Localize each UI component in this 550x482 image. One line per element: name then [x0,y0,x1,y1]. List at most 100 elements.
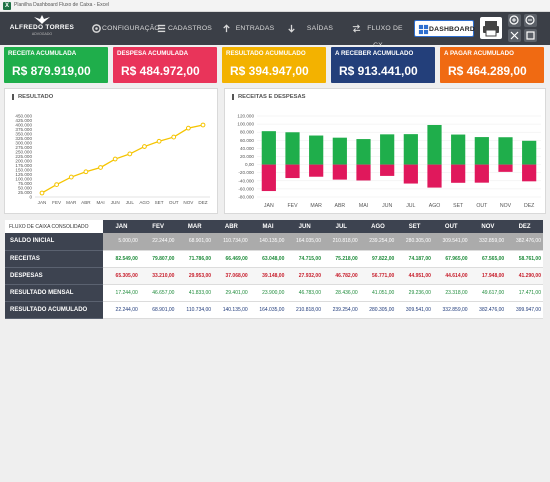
despesas-bar [522,164,537,182]
nav-cadastros[interactable]: CADASTROS [153,20,213,37]
income-icon [223,24,230,33]
x-tick-label: MAR [66,200,77,205]
resultado-series-line [41,124,204,194]
resultado-acumulado-row: RESULTADO ACUMULADO 22.244,00 68.901,00 110… [5,301,543,319]
table-cell: 280.305,00 [396,233,433,251]
print-button[interactable] [480,17,502,39]
table-cell: 68.901,00 [139,301,177,319]
month-header: JAN [103,220,140,233]
table-cell: 29.953,00 [176,267,214,285]
nav-label: DASHBOARD [429,26,475,33]
row-label: SALDO INICIAL [5,233,104,251]
nav-fluxo-de-cx[interactable]: FLUXO DE CX [348,20,408,49]
y-tick-label: 0 [29,195,32,200]
nav-dashboard[interactable]: DASHBOARD [414,20,475,37]
x-tick-label: MAI [359,203,368,209]
y-tick-label: 375.000 [15,127,32,132]
table-cell: 49.617,00 [469,284,507,302]
table-cell: 41.051,00 [359,284,397,302]
kpi-despesa-acumulada: DESPESA ACUMULADA R$ 484.972,00 [113,47,217,83]
receitas-bar [451,134,466,165]
y-tick-label: 20.000 [240,154,254,159]
expand-button[interactable] [508,29,521,42]
zoom-out-icon [525,15,535,25]
receitas-bar [522,140,537,165]
table-cell: 66.469,00 [213,250,250,268]
month-header: JUN [286,220,323,233]
month-header: DEZ [506,220,543,233]
resultado-mensal-row: RESULTADO MENSAL 17.244,00 46.657,00 41.833… [5,284,543,302]
y-tick-label: 50.000 [18,186,32,191]
x-tick-label: FEV [52,200,62,205]
table-cell: 63.048,00 [249,250,287,268]
receitas-bar [261,131,276,165]
despesas-bar [474,164,489,183]
table-cell: 382.476,00 [469,301,507,319]
top-nav: ALFREDO TORRES ADVOGADO CONFIGURAÇÃO CAD… [0,12,550,49]
zoom-in-icon [509,15,519,25]
y-tick-label: 300.000 [15,141,32,146]
nav-configuracao[interactable]: CONFIGURAÇÃO [88,20,160,37]
list-icon [157,24,166,33]
excel-icon: X [3,2,11,10]
x-tick-label: JUN [111,200,120,205]
month-header: MAI [249,220,287,233]
x-tick-label: SET [155,200,164,205]
chart-title: RESULTADO [12,94,53,100]
nav-entradas[interactable]: ENTRADAS [218,20,278,37]
table-cell: 164.035,00 [249,301,287,319]
month-header: MAR [176,220,214,233]
x-tick-label: JUL [126,200,135,205]
table-cell: 44.951,00 [396,267,433,285]
table-cell: 41.290,00 [506,267,543,285]
data-point [83,169,89,175]
brand-logo: ALFREDO TORRES ADVOGADO [6,14,78,42]
despesas-bar [332,164,347,180]
x-tick-label: JUL [406,203,415,209]
receitas-row: RECEITAS 82.549,00 79.807,00 71.786,00 66.46… [5,250,543,268]
table-cell: 29.236,00 [396,284,433,302]
table-cell: 239.254,00 [323,301,360,319]
y-tick-label: 75.000 [18,181,32,186]
x-tick-label: ABR [334,203,345,209]
table-cell: 67.965,00 [432,250,470,268]
nav-label: CADASTROS [167,25,213,32]
despesas-bar [309,164,324,177]
table-cell: 33.210,00 [139,267,177,285]
y-tick-label: 450.000 [15,114,32,119]
zoom-in-button[interactable] [508,14,521,27]
x-tick-label: OUT [476,203,488,209]
x-tick-label: MAR [310,203,322,209]
table-cell: 39.148,00 [249,267,287,285]
table-cell: 5.000,00 [103,233,140,251]
x-tick-label: JAN [38,200,47,205]
receitas-bar [380,134,395,165]
x-tick-label: FEV [287,203,298,209]
kpi-value: R$ 464.289,00 [448,64,527,78]
table-cell: 65.305,00 [103,267,140,285]
receitas-bar [403,134,418,165]
brand-tagline: ADVOGADO [31,32,53,36]
zoom-out-button[interactable] [524,14,537,27]
nav-saidas[interactable]: SAÍDAS [283,20,343,37]
receitas-bar [309,135,324,165]
receitas-bar [356,139,371,165]
window-titlebar: X Planilha Dashboard Fluxo de Caixa - Ex… [0,0,550,12]
y-tick-label: -40.000 [238,178,254,183]
x-tick-label: MAI [96,200,104,205]
fullscreen-button[interactable] [524,29,537,42]
kpi-label: RECEITA ACUMULADA [8,50,77,57]
despesas-bar [498,164,513,172]
x-tick-label: AGO [429,203,441,209]
y-tick-label: 40.000 [240,146,254,151]
month-header: SET [396,220,433,233]
table-cell: 382.476,00 [506,233,543,251]
y-tick-label: 175.000 [15,163,32,168]
table-cell: 17.948,00 [469,267,507,285]
kpi-receita-acumulada: RECEITA ACUMULADA R$ 879.919,00 [4,47,108,83]
settings-icon [92,24,101,33]
data-point [39,190,45,196]
kpi-label: DESPESA ACUMULADA [117,50,189,57]
receitas-bar [285,132,300,165]
receitas-bar [427,124,442,165]
